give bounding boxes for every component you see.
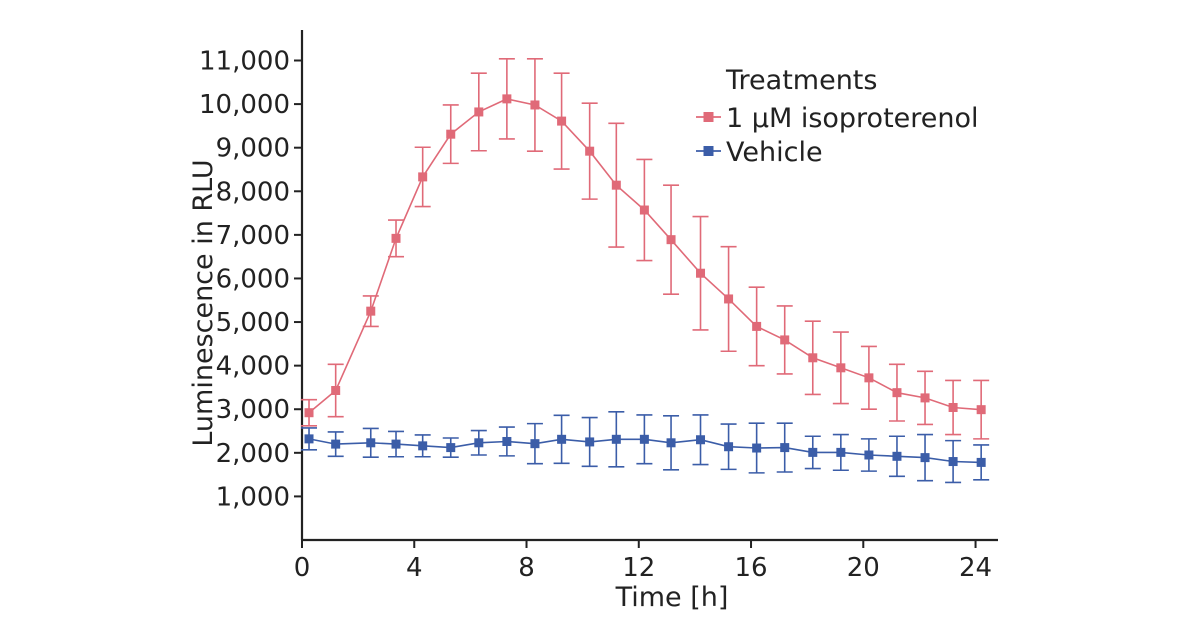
data-point xyxy=(864,373,874,383)
data-point xyxy=(948,457,958,467)
data-point xyxy=(948,402,958,412)
y-tick-label: 8,000 xyxy=(216,177,290,207)
data-point xyxy=(976,457,986,467)
data-point xyxy=(304,434,314,444)
legend-entry: 1 µM isoproterenol xyxy=(696,103,979,134)
data-point xyxy=(864,450,874,460)
y-tick-label: 4,000 xyxy=(216,352,290,382)
x-tick-label: 24 xyxy=(959,553,992,583)
data-point xyxy=(611,434,621,444)
x-tick-label: 8 xyxy=(518,553,535,583)
data-point xyxy=(696,268,706,278)
data-point xyxy=(892,388,902,398)
data-point xyxy=(752,443,762,453)
data-point xyxy=(808,447,818,457)
y-tick-label: 3,000 xyxy=(216,395,290,425)
y-axis-title: Luminescence in RLU xyxy=(188,159,219,446)
data-point xyxy=(530,100,540,110)
y-tick-label: 11,000 xyxy=(199,47,290,77)
y-tick-label: 6,000 xyxy=(216,264,290,294)
y-ticks: 1,000 2,000 3,000 4,000 5,000 6,000 7,000 8,000… xyxy=(199,47,302,512)
legend-label: Vehicle xyxy=(726,137,823,168)
data-point xyxy=(391,439,401,449)
data-point xyxy=(666,235,676,245)
data-point xyxy=(920,393,930,403)
data-point xyxy=(780,335,790,345)
data-point xyxy=(474,107,484,117)
plot-series xyxy=(301,57,990,484)
data-point xyxy=(585,146,595,156)
data-point xyxy=(331,439,341,449)
data-point xyxy=(446,443,456,453)
data-point xyxy=(780,443,790,453)
data-point xyxy=(836,447,846,457)
data-point xyxy=(666,438,676,448)
data-point xyxy=(752,321,762,331)
y-tick-label: 7,000 xyxy=(216,221,290,251)
data-point xyxy=(530,439,540,449)
data-point xyxy=(557,434,567,444)
y-tick-label: 10,000 xyxy=(199,90,290,120)
legend-marker xyxy=(703,112,714,122)
data-point xyxy=(808,353,818,363)
data-point xyxy=(920,453,930,463)
data-point xyxy=(724,442,734,452)
y-tick-label: 1,000 xyxy=(216,482,290,512)
data-point xyxy=(446,129,456,139)
data-point xyxy=(639,205,649,215)
y-tick-label: 2,000 xyxy=(216,439,290,469)
x-tick-label: 12 xyxy=(622,553,655,583)
data-point xyxy=(585,437,595,447)
data-point xyxy=(304,408,314,418)
data-point xyxy=(724,294,734,304)
x-ticks: 0 4 8 12 16 20 24 xyxy=(294,540,992,583)
x-axis-title: Time [h] xyxy=(615,582,729,613)
y-tick-label: 9,000 xyxy=(216,134,290,164)
data-point xyxy=(391,233,401,243)
data-point xyxy=(557,116,567,126)
data-point xyxy=(696,435,706,445)
series-vehicle xyxy=(301,411,990,484)
data-point xyxy=(892,451,902,461)
axes: 1,000 2,000 3,000 4,000 5,000 6,000 7,000 8,000… xyxy=(199,30,998,583)
data-point xyxy=(611,180,621,190)
x-tick-label: 16 xyxy=(734,553,767,583)
legend-marker xyxy=(703,146,714,156)
x-tick-label: 0 xyxy=(294,553,311,583)
data-point xyxy=(502,94,512,104)
data-point xyxy=(418,172,428,182)
data-point xyxy=(418,441,428,451)
series-isoproterenol xyxy=(301,57,990,440)
data-point xyxy=(366,306,376,316)
data-point xyxy=(976,405,986,415)
legend-title: Treatments xyxy=(725,65,877,96)
data-point xyxy=(836,363,846,373)
data-point xyxy=(366,438,376,448)
data-point xyxy=(639,434,649,444)
data-point xyxy=(502,436,512,446)
x-tick-label: 4 xyxy=(406,553,423,583)
data-point xyxy=(474,438,484,448)
y-tick-label: 5,000 xyxy=(216,308,290,338)
legend-label: 1 µM isoproterenol xyxy=(726,103,979,134)
legend-entry: Vehicle xyxy=(696,137,823,168)
data-point xyxy=(331,385,341,395)
x-tick-label: 20 xyxy=(847,553,880,583)
